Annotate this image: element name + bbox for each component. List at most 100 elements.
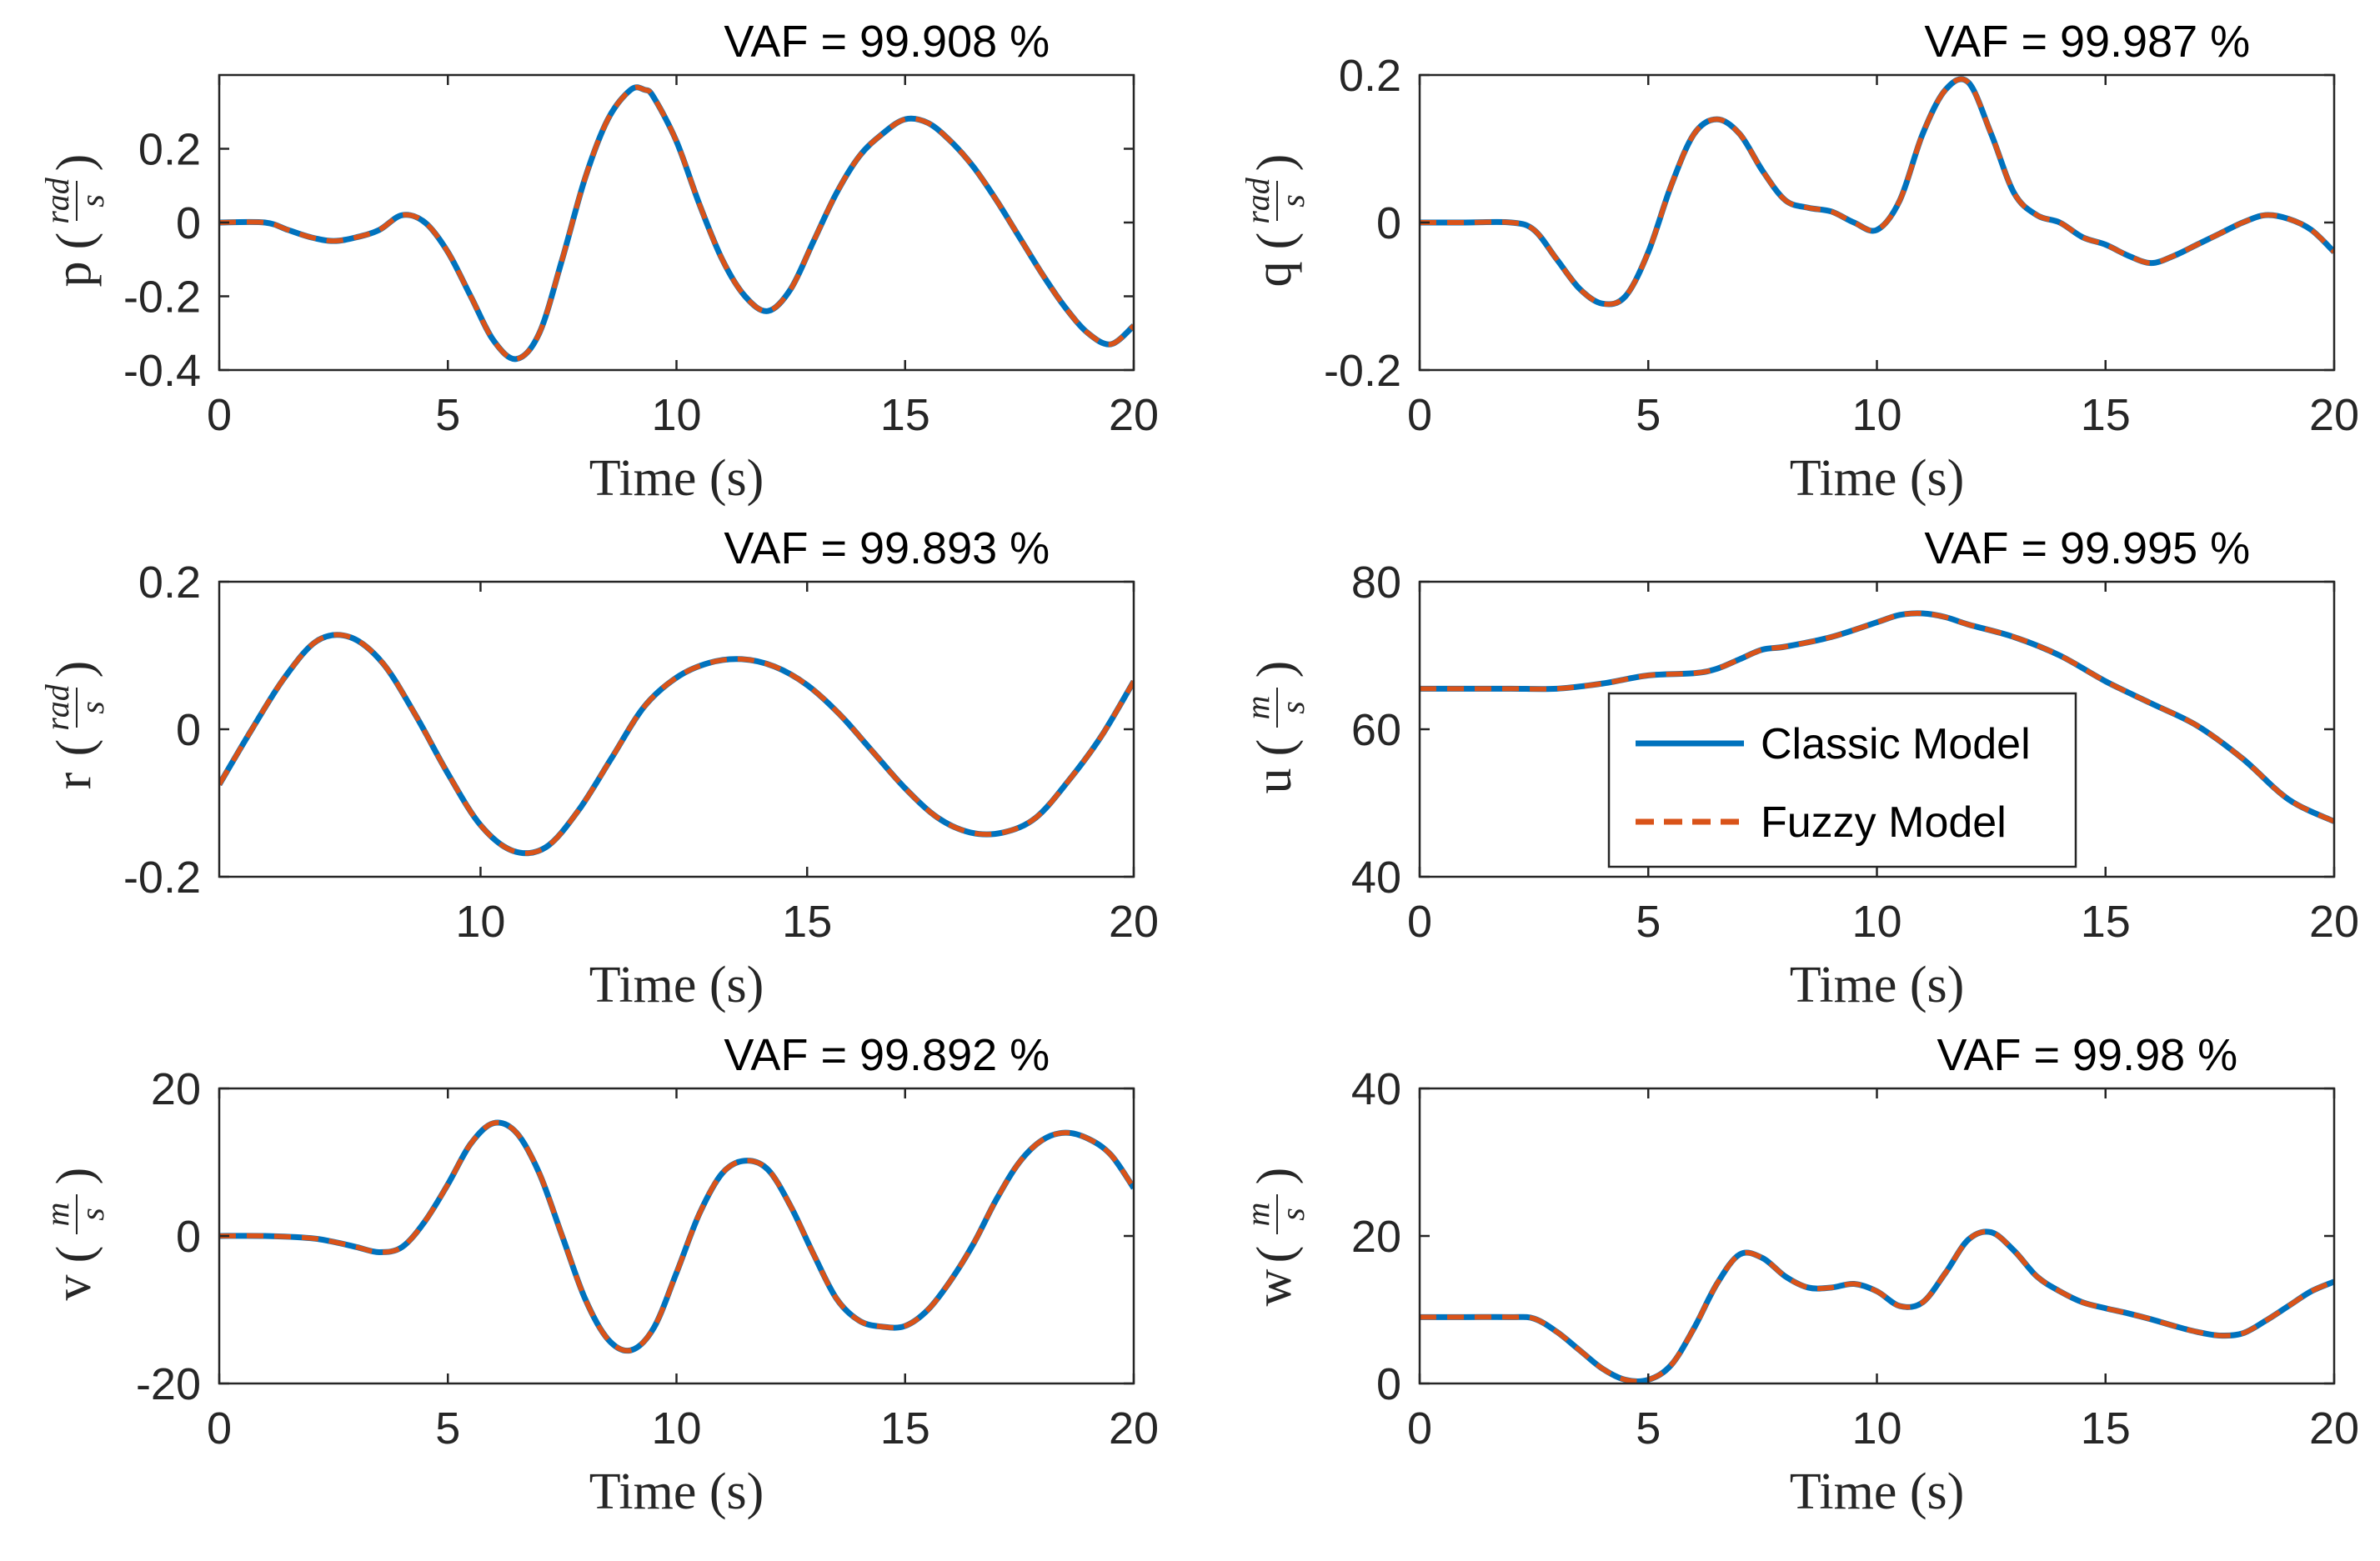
y-tick-label: 20: [1351, 1212, 1401, 1262]
y-tick-label: -20: [136, 1359, 201, 1409]
subplot-title: VAF = 99.98 %: [1937, 1030, 2237, 1080]
y-tick-label: 0: [176, 1212, 201, 1262]
y-label-variable: v: [45, 1275, 102, 1301]
y-label-denominator: s: [1274, 701, 1311, 714]
fuzzy-model-line: [219, 632, 1134, 856]
y-label-variable: q: [1245, 262, 1302, 288]
x-axis-label: Time (s): [589, 1463, 764, 1520]
x-tick-label: 5: [1636, 1403, 1661, 1453]
y-label-paren: ): [47, 661, 103, 678]
y-label-paren: ): [1247, 154, 1304, 172]
y-label-numerator: m: [38, 1203, 76, 1227]
x-tick-label: 20: [2309, 897, 2359, 947]
subplot-title: VAF = 99.908 %: [724, 17, 1050, 67]
y-tick-label: -0.2: [1324, 346, 1401, 396]
fuzzy-model-line: [219, 1120, 1134, 1353]
x-tick-label: 20: [2309, 390, 2359, 440]
x-axis-label: Time (s): [1790, 1463, 1965, 1520]
classic-model-line: [1420, 610, 2334, 824]
y-tick-label: 0: [1376, 198, 1401, 248]
x-tick-label: 5: [1636, 897, 1661, 947]
fuzzy-model-line: [1420, 77, 2334, 308]
y-label-variable: p: [45, 262, 102, 288]
y-tick-label: 0.2: [138, 558, 201, 608]
subplot-p: 0 5 10 15 20 -0.4 -0.2 0 0.2 VAF = 99.908 % Time (…: [38, 17, 1159, 507]
y-label-denominator: s: [1274, 194, 1311, 208]
y-label-denominator: s: [1274, 1208, 1311, 1221]
x-tick-label: 0: [1407, 1403, 1432, 1453]
subplot-title: VAF = 99.987 %: [1924, 17, 2250, 67]
y-tick-label: 0.2: [138, 125, 201, 175]
plot-area: [1420, 75, 2334, 370]
x-tick-label: 10: [1851, 1403, 1901, 1453]
y-label-numerator: m: [1239, 1203, 1276, 1227]
y-label-paren: (: [1247, 739, 1304, 757]
y-axis-label: v ( ms): [38, 1168, 111, 1301]
y-label-denominator: s: [73, 701, 111, 714]
fuzzy-model-line: [1420, 1228, 2334, 1383]
legend: Classic Model Fuzzy Model: [1607, 692, 2077, 868]
y-label-paren: ): [1247, 661, 1304, 678]
fuzzy-model-line: [219, 84, 1134, 362]
x-tick-label: 10: [651, 1403, 701, 1453]
y-tick-label: 20: [151, 1064, 201, 1114]
y-axis-label: w (ms): [1239, 1168, 1311, 1307]
subplot-w: 0 5 10 15 20 0 20 40 VAF = 99.98 % Time (s) w (ms): [1239, 1030, 2359, 1520]
x-tick-label: 5: [1636, 390, 1661, 440]
y-label-denominator: s: [73, 1208, 111, 1221]
x-tick-label: 15: [782, 897, 832, 947]
x-tick-label: 20: [1109, 390, 1159, 440]
y-tick-label: 80: [1351, 558, 1401, 608]
y-label-paren: (: [47, 233, 103, 250]
legend-fuzzy-label: Fuzzy Model: [1761, 798, 2007, 847]
y-tick-label: -0.2: [123, 273, 201, 323]
x-tick-label: 10: [1851, 897, 1901, 947]
subplot-title: VAF = 99.893 %: [724, 523, 1050, 573]
x-tick-label: 5: [435, 390, 460, 440]
subplot-title: VAF = 99.995 %: [1924, 523, 2250, 573]
legend-box: [1607, 692, 2077, 868]
x-tick-label: 10: [651, 390, 701, 440]
x-tick-label: 20: [1109, 897, 1159, 947]
x-tick-label: 5: [435, 1403, 460, 1453]
x-axis-label: Time (s): [1790, 957, 1965, 1013]
y-tick-label: -0.2: [123, 853, 201, 903]
y-label-denominator: s: [73, 194, 111, 208]
x-tick-label: 0: [207, 390, 232, 440]
y-axis-label: u (ms): [1239, 661, 1311, 794]
x-tick-label: 20: [1109, 1403, 1159, 1453]
y-label-paren: (: [47, 739, 103, 757]
y-label-paren: ): [47, 154, 103, 172]
x-tick-label: 15: [880, 390, 930, 440]
y-label-variable: w: [1245, 1268, 1302, 1306]
y-tick-label: 0: [176, 705, 201, 755]
plot-area: [1420, 1088, 2334, 1383]
y-label-numerator: m: [1239, 696, 1276, 720]
x-tick-label: 0: [1407, 897, 1432, 947]
y-label-paren: (: [1247, 1246, 1304, 1263]
y-label-paren: (: [47, 1246, 103, 1263]
plot-area: [219, 582, 1134, 877]
x-tick-label: 0: [1407, 390, 1432, 440]
x-axis-label: Time (s): [589, 450, 764, 507]
legend-classic-label: Classic Model: [1761, 720, 2031, 768]
x-axis-label: Time (s): [1790, 450, 1965, 507]
x-tick-label: 15: [2081, 1403, 2131, 1453]
x-tick-label: 15: [2081, 390, 2131, 440]
x-tick-label: 20: [2309, 1403, 2359, 1453]
x-tick-label: 15: [880, 1403, 930, 1453]
y-label-numerator: rad: [38, 683, 76, 731]
x-tick-label: 15: [2081, 897, 2131, 947]
subplot-title: VAF = 99.892 %: [724, 1030, 1050, 1080]
x-tick-label: 0: [207, 1403, 232, 1453]
y-tick-label: 40: [1351, 1064, 1401, 1114]
plot-area: [219, 75, 1134, 370]
y-label-paren: ): [47, 1168, 103, 1185]
y-tick-label: 0: [176, 198, 201, 248]
